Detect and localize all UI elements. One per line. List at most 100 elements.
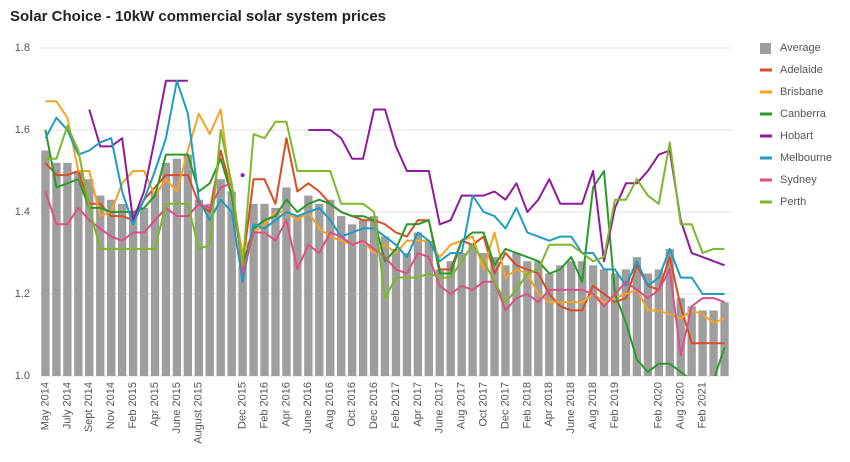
- bar: [468, 244, 477, 376]
- legend-label: Canberra: [780, 108, 827, 120]
- legend: Average Adelaide Brisbane Canberra Hobart Mel…: [760, 42, 832, 208]
- y-tick-label: 1.2: [15, 288, 30, 300]
- bar: [577, 261, 587, 376]
- bar: [643, 273, 653, 376]
- x-tick-label: Dec 2016: [368, 382, 380, 429]
- x-tick-label: Nov 2014: [105, 382, 117, 429]
- bar: [150, 191, 160, 376]
- bar: [567, 261, 576, 376]
- bar: [599, 269, 609, 376]
- bar: [52, 162, 61, 376]
- x-tick-label: Feb 2020: [653, 382, 665, 428]
- bar: [588, 265, 598, 376]
- bar: [501, 265, 510, 376]
- legend-label: Melbourne: [780, 152, 832, 164]
- y-tick-label: 1.0: [15, 370, 30, 382]
- x-tick-label: Oct 2016: [346, 382, 358, 427]
- x-tick-label: Dec 2015: [237, 382, 249, 429]
- bar: [161, 162, 171, 376]
- bar: [402, 253, 412, 376]
- bar: [512, 253, 521, 376]
- x-tick-label: Oct 2017: [477, 382, 489, 427]
- x-tick-label: Apr 2017: [412, 382, 424, 427]
- bar: [282, 187, 291, 376]
- bar: [183, 154, 193, 376]
- bar: [479, 253, 488, 376]
- y-tick-label: 1.4: [15, 206, 30, 218]
- x-tick-label: June 2018: [565, 382, 577, 433]
- x-tick-label: Feb 2021: [697, 382, 709, 428]
- bar: [337, 216, 346, 376]
- x-tick-label: June 2017: [434, 382, 446, 433]
- bar: [380, 236, 390, 376]
- bar: [446, 261, 455, 376]
- legend-label: Sydney: [780, 174, 817, 186]
- bar: [227, 191, 236, 376]
- bar: [457, 253, 466, 376]
- legend-label: Hobart: [780, 130, 813, 142]
- y-tick-label: 1.8: [15, 42, 30, 54]
- bar: [63, 162, 72, 376]
- legend-label: Average: [780, 42, 821, 54]
- bar: [556, 265, 565, 376]
- bar: [391, 248, 401, 376]
- bar: [293, 216, 302, 376]
- x-tick-label: Feb 2017: [390, 382, 402, 428]
- line-series: [308, 108, 725, 267]
- bar: [85, 179, 94, 376]
- x-tick-label: Aug 2020: [675, 382, 687, 429]
- x-tick-label: June 2015: [171, 382, 183, 433]
- x-tick-label: Apr 2016: [280, 382, 292, 427]
- line-point: [240, 173, 245, 178]
- bar: [632, 257, 642, 376]
- x-tick-label: Feb 2015: [127, 382, 139, 428]
- bar: [490, 257, 499, 376]
- bar: [139, 207, 149, 376]
- bar: [271, 207, 280, 376]
- bar: [304, 195, 313, 376]
- bar: [545, 273, 554, 376]
- x-tick-label: Sept 2014: [83, 382, 95, 432]
- bar: [676, 298, 685, 376]
- x-tick-label: Feb 2016: [258, 382, 270, 428]
- bar: [41, 150, 50, 376]
- x-tick-label: Dec 2017: [499, 382, 511, 429]
- x-tick-label: June 2016: [302, 382, 314, 433]
- bar: [238, 265, 247, 376]
- bar: [347, 224, 357, 376]
- bar: [435, 269, 444, 376]
- bar: [260, 203, 269, 376]
- line-series: [88, 79, 188, 222]
- line-series: [44, 79, 725, 295]
- bar: [326, 199, 335, 376]
- bar: [610, 273, 620, 376]
- bar: [205, 203, 214, 376]
- bar: [369, 216, 379, 376]
- y-tick-label: 1.6: [15, 124, 30, 136]
- bar: [523, 261, 532, 376]
- bar: [172, 158, 182, 376]
- x-tick-label: Feb 2018: [521, 382, 533, 428]
- bar: [96, 195, 105, 376]
- bar: [315, 203, 324, 376]
- bar: [654, 269, 663, 376]
- x-tick-label: July 2014: [61, 382, 73, 429]
- legend-swatch: [760, 43, 771, 54]
- bar: [128, 212, 138, 376]
- bar: [74, 171, 83, 376]
- bar: [413, 232, 423, 376]
- line-series: [45, 120, 725, 304]
- x-tick-label: Apr 2018: [543, 382, 555, 427]
- x-tick-label: Aug 2016: [324, 382, 336, 429]
- bar: [424, 240, 433, 376]
- x-tick-label: Apr 2015: [149, 382, 161, 427]
- bar: [720, 302, 729, 376]
- legend-label: Brisbane: [780, 86, 823, 98]
- legend-label: Adelaide: [780, 64, 823, 76]
- bar: [534, 261, 543, 376]
- bar: [665, 248, 674, 376]
- bar: [117, 203, 127, 376]
- bar: [194, 199, 203, 376]
- x-tick-label: Aug 2018: [587, 382, 599, 429]
